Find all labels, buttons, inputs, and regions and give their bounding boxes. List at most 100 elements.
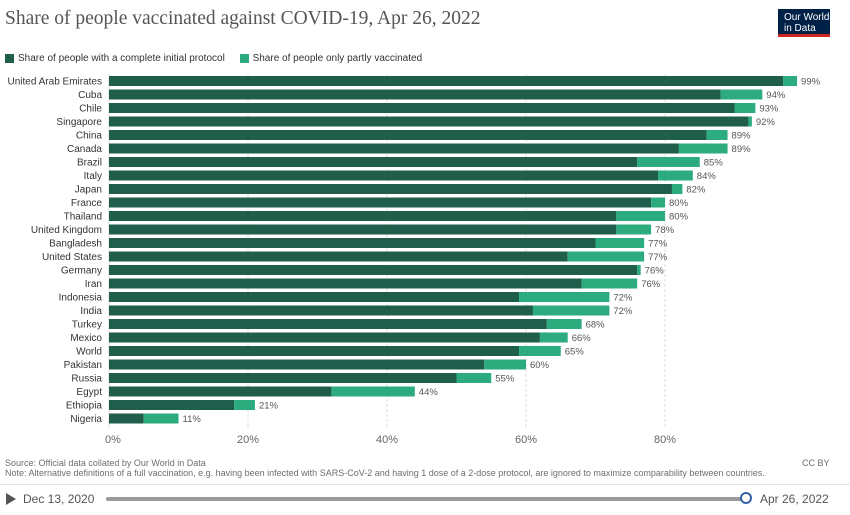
bar-partial[interactable] [456, 373, 492, 383]
timeline-end-label[interactable]: Apr 26, 2022 [760, 492, 829, 506]
bar-complete[interactable] [109, 292, 520, 302]
category-label[interactable]: United Kingdom [31, 225, 102, 236]
bar-complete[interactable] [109, 157, 638, 167]
bar-partial[interactable] [234, 400, 255, 410]
bar-complete[interactable] [109, 386, 332, 397]
bar-partial[interactable] [539, 332, 568, 343]
bar-partial[interactable] [532, 305, 610, 316]
bar-complete[interactable] [109, 278, 582, 289]
category-label[interactable]: Germany [61, 266, 102, 277]
bar-partial[interactable] [484, 359, 526, 370]
bar-complete[interactable] [109, 197, 652, 208]
legend-item-complete[interactable]: Share of people with a complete initial … [5, 53, 225, 64]
legend-label-complete: Share of people with a complete initial … [18, 53, 225, 64]
bar-partial[interactable] [567, 251, 645, 262]
x-tick-label: 20% [237, 434, 259, 446]
play-icon[interactable] [6, 493, 16, 505]
bar-complete[interactable] [109, 170, 659, 181]
category-label[interactable]: Thailand [64, 212, 102, 223]
legend-swatch-complete [5, 54, 14, 63]
bar-partial[interactable] [637, 157, 700, 167]
bar-partial[interactable] [734, 103, 756, 113]
bar-complete[interactable] [109, 211, 617, 221]
category-label[interactable]: Turkey [72, 320, 102, 331]
bar-complete[interactable] [109, 400, 235, 410]
category-label[interactable]: United Arab Emirates [8, 77, 103, 88]
bar-complete[interactable] [109, 89, 721, 100]
bar-complete[interactable] [109, 143, 679, 154]
category-label[interactable]: China [76, 131, 103, 142]
value-label: 60% [530, 360, 550, 371]
value-label: 80% [669, 198, 689, 209]
bar-complete[interactable] [109, 238, 596, 248]
bar-partial[interactable] [519, 292, 610, 302]
timeline-start-label[interactable]: Dec 13, 2020 [23, 492, 95, 506]
bar-complete[interactable] [109, 103, 735, 113]
license-label[interactable]: CC BY [802, 458, 830, 468]
category-label[interactable]: Japan [75, 185, 102, 196]
bar-partial[interactable] [748, 116, 752, 127]
bar-partial[interactable] [706, 130, 728, 140]
bar-partial[interactable] [616, 211, 665, 221]
category-label[interactable]: India [80, 306, 102, 317]
bar-complete[interactable] [109, 76, 784, 86]
value-label: 77% [648, 239, 668, 250]
bar-partial[interactable] [678, 143, 728, 154]
category-label[interactable]: Cuba [78, 90, 102, 101]
category-label[interactable]: Nigeria [70, 414, 102, 425]
category-label[interactable]: Russia [71, 374, 102, 385]
bar-partial[interactable] [581, 278, 638, 289]
bar-complete[interactable] [109, 251, 568, 262]
bar-chart: 0% 20% 40% 60% 80% United Arab Emirates 99% Cub… [8, 74, 821, 446]
bar-complete[interactable] [109, 305, 533, 316]
bar-partial[interactable] [595, 238, 645, 248]
value-label: 11% [183, 414, 202, 425]
chart-title: Share of people vaccinated against COVID… [5, 8, 481, 29]
category-label[interactable]: Egypt [76, 387, 102, 398]
bar-partial[interactable] [546, 319, 582, 329]
category-label[interactable]: World [76, 347, 102, 358]
category-label[interactable]: Ethiopia [66, 401, 103, 412]
timeline-handle[interactable] [740, 492, 752, 504]
category-label[interactable]: Mexico [70, 333, 102, 344]
bar-partial[interactable] [658, 170, 693, 181]
value-label: 72% [613, 306, 633, 317]
category-label[interactable]: United States [42, 252, 102, 263]
category-label[interactable]: Iran [85, 279, 102, 290]
category-label[interactable]: Brazil [77, 158, 102, 169]
bar-complete[interactable] [109, 184, 672, 194]
category-label[interactable]: France [71, 198, 103, 209]
bar-partial[interactable] [519, 346, 561, 356]
bar-complete[interactable] [109, 346, 520, 356]
bar-complete[interactable] [109, 116, 749, 127]
category-label[interactable]: Singapore [56, 117, 102, 128]
bar-partial[interactable] [331, 386, 415, 397]
bar-complete[interactable] [109, 359, 485, 370]
bar-complete[interactable] [109, 373, 457, 383]
value-label: 84% [697, 171, 717, 182]
bar-complete[interactable] [109, 413, 144, 424]
owid-logo[interactable]: Our World in Data [778, 9, 830, 37]
bar-partial[interactable] [720, 89, 763, 100]
bar-complete[interactable] [109, 265, 638, 275]
bar-partial[interactable] [783, 76, 798, 86]
category-label[interactable]: Chile [79, 104, 102, 115]
bar-partial[interactable] [651, 197, 665, 208]
category-label[interactable]: Bangladesh [49, 239, 102, 250]
bar-partial[interactable] [637, 265, 641, 275]
bar-complete[interactable] [109, 332, 540, 343]
bar-partial[interactable] [671, 184, 683, 194]
legend-item-partial[interactable]: Share of people only partly vaccinated [239, 53, 422, 64]
bar-complete[interactable] [109, 130, 707, 140]
bar-complete[interactable] [109, 319, 547, 329]
timeline-track[interactable] [106, 497, 746, 501]
value-label: 99% [801, 77, 821, 88]
category-label[interactable]: Indonesia [59, 293, 103, 304]
bar-partial[interactable] [616, 224, 652, 235]
category-label[interactable]: Italy [84, 171, 102, 182]
bar-complete[interactable] [109, 224, 617, 235]
x-tick-label: 80% [654, 434, 676, 446]
bar-partial[interactable] [143, 413, 179, 424]
category-label[interactable]: Canada [67, 144, 102, 155]
category-label[interactable]: Pakistan [64, 360, 102, 371]
